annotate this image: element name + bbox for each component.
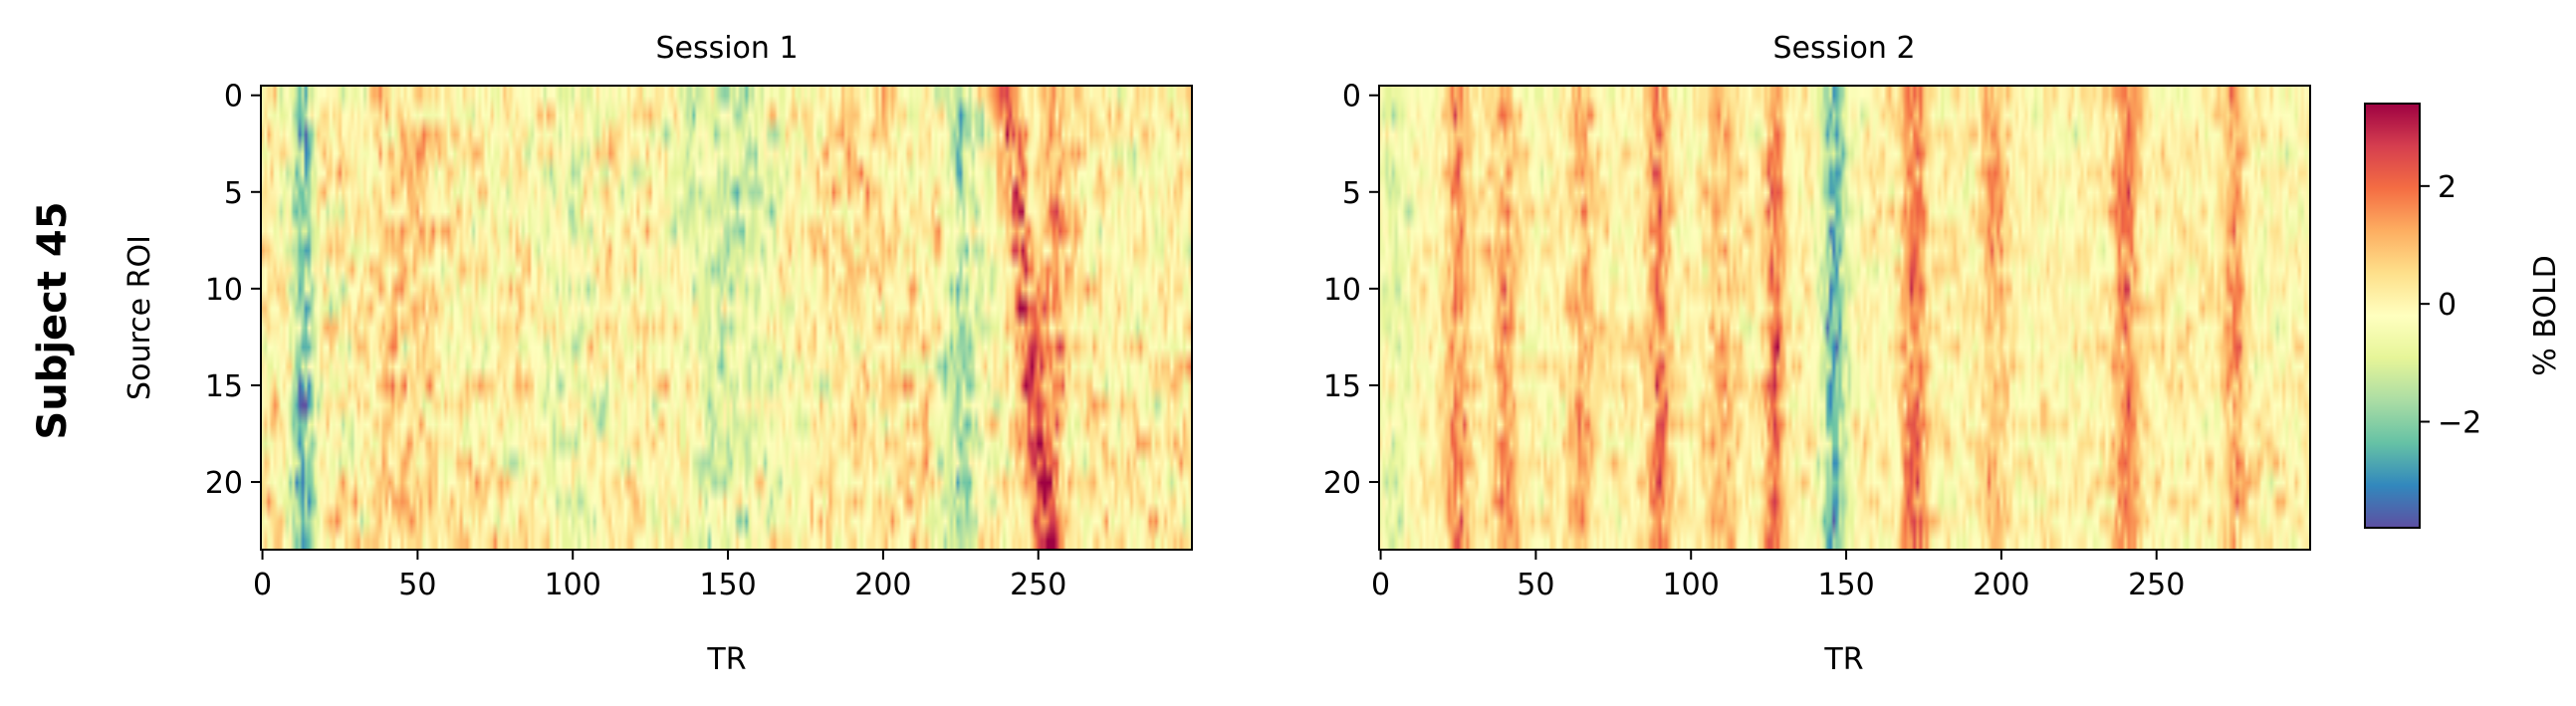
y-tick-label: 15	[1323, 369, 1361, 404]
heatmap-panel-session-1: Session 1 0 50 100 150 200 250 0 5 10 15 20 TR So…	[122, 31, 1193, 677]
x-axis-label-session-1: TR	[706, 642, 746, 677]
x-axis-ticks-session-1: 0 50 100 150 200 250	[253, 550, 1066, 602]
heatmap-panel-session-2: Session 2 0 50 100 150 200 250 0 5 10 15 20 TR	[1323, 31, 2311, 677]
x-tick-label: 150	[699, 568, 756, 602]
x-tick-label: 250	[1010, 568, 1066, 602]
x-tick-label: 200	[854, 568, 911, 602]
x-tick-label: 0	[253, 568, 272, 602]
x-tick-label: 200	[1973, 568, 2029, 602]
panel-title-session-1: Session 1	[655, 31, 798, 66]
x-tick-label: 100	[1663, 568, 1720, 602]
x-axis-ticks-session-2: 0 50 100 150 200 250	[1371, 550, 2185, 602]
x-tick-label: 0	[1371, 568, 1390, 602]
y-tick-label: 0	[224, 80, 243, 115]
colorbar-tick-label: 0	[2438, 288, 2457, 323]
y-axis-label-session-1: Source ROI	[122, 235, 157, 400]
heatmap-frame-session-1	[260, 85, 1193, 551]
colorbar-gradient	[2364, 103, 2421, 529]
y-tick-label: 5	[224, 176, 243, 211]
x-tick-label: 150	[1817, 568, 1874, 602]
y-tick-label: 20	[1323, 466, 1361, 501]
heatmap-image-session-2	[1379, 86, 2310, 550]
x-tick-label: 50	[398, 568, 436, 602]
colorbar-tick-label: 2	[2438, 170, 2457, 205]
y-tick-label: 10	[205, 273, 243, 308]
heatmap-image-session-1	[261, 86, 1192, 550]
colorbar-ticks: −2 0 2	[2420, 170, 2481, 441]
subject-row-label: Subject 45	[30, 201, 76, 439]
y-tick-label: 20	[205, 466, 243, 501]
colorbar: −2 0 2 % BOLD	[2364, 103, 2563, 529]
y-tick-label: 0	[1342, 80, 1361, 115]
x-tick-label: 50	[1517, 568, 1554, 602]
x-tick-label: 250	[2128, 568, 2185, 602]
y-tick-label: 5	[1342, 176, 1361, 211]
x-tick-label: 100	[545, 568, 601, 602]
y-tick-label: 10	[1323, 273, 1361, 308]
heatmap-frame-session-2	[1378, 85, 2311, 551]
panel-title-session-2: Session 2	[1772, 31, 1915, 66]
colorbar-label: % BOLD	[2528, 255, 2563, 376]
y-axis-ticks-session-1: 0 5 10 15 20	[205, 80, 261, 501]
x-axis-label-session-2: TR	[1823, 642, 1863, 677]
colorbar-tick-label: −2	[2438, 406, 2481, 441]
y-axis-ticks-session-2: 0 5 10 15 20	[1323, 80, 1379, 501]
y-tick-label: 15	[205, 369, 243, 404]
